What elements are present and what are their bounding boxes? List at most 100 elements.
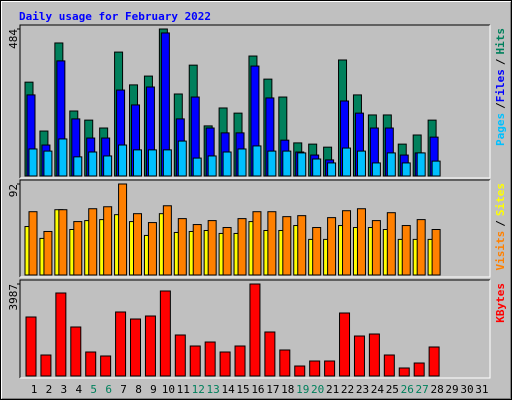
legend: Visits / Sites [494,183,507,271]
bar [371,220,381,276]
legend-separator: / [494,102,507,109]
bar [249,283,261,377]
bar [28,148,38,177]
x-tick-label: 14 [221,383,235,396]
x-tick-label: 18 [281,383,294,396]
bar [267,211,277,276]
legend: Pages/Files/Hits [494,28,507,146]
bar [282,216,292,276]
bar [401,162,411,177]
bar [162,205,172,276]
bar [28,211,38,276]
x-tick-label: 5 [90,383,97,396]
x-tick-label: 20 [311,383,324,396]
x-tick-label: 1 [31,383,38,396]
bar [342,147,352,177]
bar [43,150,53,177]
bar [189,345,201,377]
bar [103,155,113,177]
x-tick-label: 30 [460,383,473,396]
bar [115,311,127,377]
bar [159,290,171,377]
x-tick-label: 24 [371,383,385,396]
y-tick-label: 484 [7,29,20,49]
panel-edge-dark [19,24,490,178]
x-tick-label: 9 [150,383,157,396]
bar [416,152,426,177]
bar [234,345,246,377]
bar [312,227,322,276]
x-tick-label: 7 [120,383,127,396]
panel-edge-light [20,280,491,379]
x-tick-label: 16 [251,383,264,396]
bar [324,360,336,377]
y-tick-label: 92 [7,184,20,197]
legend-entry: Pages [494,113,507,146]
bar [147,222,157,276]
legend-entry: Sites [494,183,507,216]
bar [342,210,352,276]
bar [413,362,425,377]
bar [58,209,68,276]
bar [25,316,37,377]
bar [85,351,97,377]
bar [177,218,187,276]
bar [237,218,247,276]
x-tick-label: 17 [266,383,279,396]
x-tick-label: 25 [386,383,399,396]
bar [386,152,396,177]
bar [237,148,247,177]
x-tick-label: 26 [401,383,414,396]
x-tick-label: 6 [105,383,112,396]
x-tick-label: 31 [475,383,488,396]
x-tick-label: 10 [162,383,175,396]
bar [70,326,82,377]
bar [431,229,441,276]
legend-separator: / [494,220,507,227]
x-tick-label: 29 [445,383,458,396]
bar [130,318,142,377]
bar [386,212,396,276]
bar [339,312,351,377]
x-tick-label: 3 [61,383,68,396]
bar [428,346,440,377]
bar [73,221,83,276]
panel-edge-light [20,25,491,179]
bar [144,315,156,377]
bar [309,360,321,377]
x-tick-label: 21 [326,383,339,396]
bar [219,351,231,377]
bar [162,149,172,177]
bar [267,150,277,177]
x-tick-label: 19 [296,383,309,396]
bar [297,215,307,276]
bar [118,144,128,177]
x-tick-label: 2 [46,383,53,396]
bar [327,217,337,276]
bar [297,152,307,177]
bar [294,365,306,377]
bar [207,220,217,276]
bar [312,158,322,177]
x-tick-label: 12 [192,383,205,396]
legend-entry: KBytes [494,283,507,323]
y-tick-label: 3987 [7,284,20,311]
bar [353,335,365,377]
x-tick-label: 8 [135,383,142,396]
legend-separator: / [494,58,507,65]
x-tick-label: 15 [236,383,249,396]
bar [356,208,366,276]
legend-entry: Files [494,69,507,102]
panel-edge-light [20,180,491,278]
bar [279,349,291,377]
x-tick-label: 13 [207,383,220,396]
x-tick-label: 22 [341,383,354,396]
bar [118,183,128,276]
bar [103,206,113,276]
panel-edge-dark [19,179,490,277]
bar [222,227,232,276]
bar [252,211,262,276]
bar [58,138,68,177]
panel-edge-dark [19,279,490,378]
